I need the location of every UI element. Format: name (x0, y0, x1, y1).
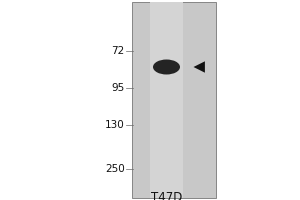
Ellipse shape (153, 60, 180, 74)
Bar (132, 2, 216, 198)
Polygon shape (194, 61, 205, 73)
Text: 72: 72 (111, 46, 124, 56)
Text: T47D: T47D (151, 191, 182, 200)
Text: 95: 95 (111, 83, 124, 93)
Bar (150, 2, 183, 198)
Text: 250: 250 (105, 164, 124, 174)
Text: 130: 130 (105, 120, 124, 130)
